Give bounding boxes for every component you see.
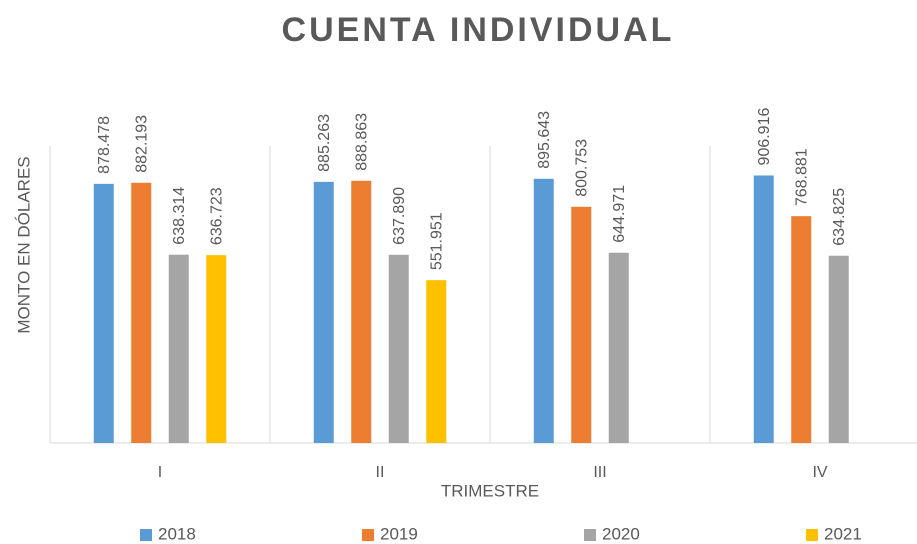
bar [131,182,152,444]
x-axis-label: TRIMESTRE [441,481,539,500]
value-label: 638.314 [171,187,188,245]
y-axis-label: MONTO EN DÓLARES [14,156,33,333]
bar [313,181,334,443]
value-label: 895.643 [536,111,553,169]
x-tick-label: IV [812,464,827,481]
bar [791,216,812,443]
value-label: 882.193 [133,115,150,173]
x-tick-label: II [376,464,385,481]
bar [168,254,189,443]
value-label: 551.951 [428,212,445,270]
legend-swatch [140,529,152,541]
legend-label: 2019 [380,524,418,543]
legend-swatch [362,529,374,541]
bar [828,255,849,443]
value-label: 634.825 [831,188,848,246]
bar [351,180,372,444]
x-tick-label: I [158,464,162,481]
legend-label: 2018 [158,524,196,543]
bar [388,254,409,443]
value-label: 644.971 [611,185,628,243]
legend-swatch [806,529,818,541]
x-tick-label: III [593,464,606,481]
value-label: 885.263 [316,114,333,172]
value-label: 768.881 [793,148,810,206]
value-label: 878.478 [96,116,113,174]
legend-swatch [584,529,596,541]
value-label: 906.916 [756,108,773,166]
bar [206,255,227,443]
bar [608,252,629,443]
bar [93,183,114,443]
value-label: 800.753 [573,139,590,197]
bar [426,280,447,443]
bar [753,175,774,443]
legend-label: 2021 [824,524,862,543]
value-label: 888.863 [353,113,370,171]
chart-title: CUENTA INDIVIDUAL [282,11,675,49]
value-label: 636.723 [208,187,225,245]
legend-label: 2020 [602,524,640,543]
bar [533,178,554,443]
value-label: 637.890 [391,187,408,245]
bar [571,206,592,443]
